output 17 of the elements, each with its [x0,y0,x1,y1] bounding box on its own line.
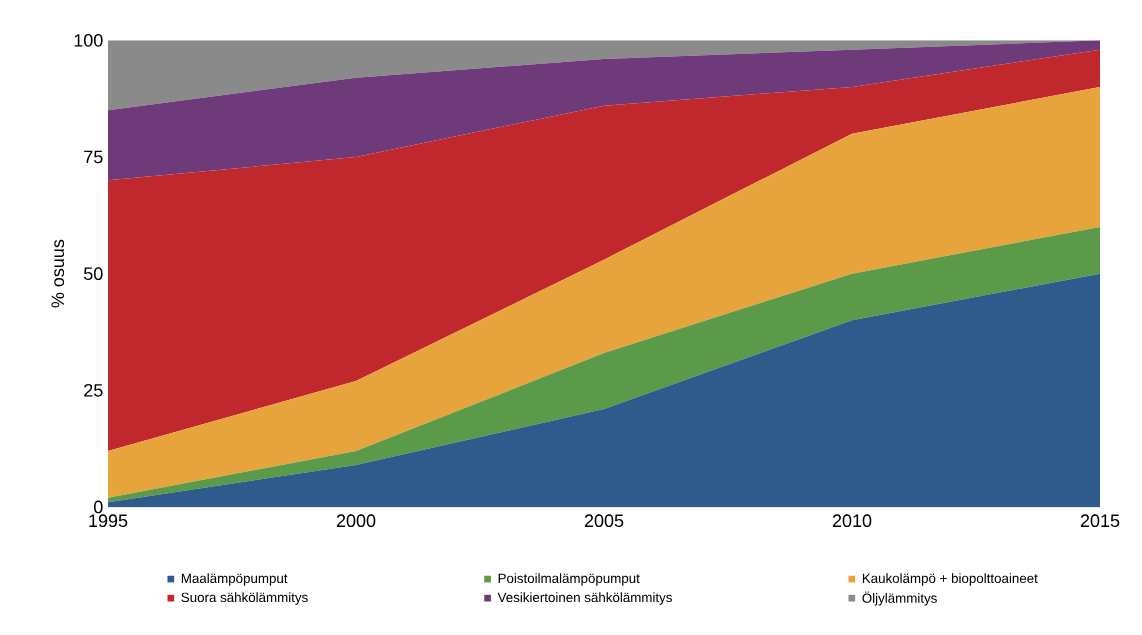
legend-label: Suora sähkölämmitys [181,592,308,605]
y-tick-label: 50 [83,267,103,281]
y-tick-label: 25 [84,383,103,397]
x-tick-label: 2015 [1080,514,1120,528]
legend-label: Öljylämmitys [862,591,937,606]
x-tick-label: 2000 [336,514,376,528]
legend-label: Poistoilmalämpöpumput [498,573,640,586]
legend-label: Maalämpöpumput [181,573,288,586]
y-tick-label: 0 [94,500,103,514]
x-tick-label: 1995 [89,514,128,528]
x-tick-label: 2010 [832,514,872,528]
y-axis-title: % osuus [51,239,65,308]
legend-label: Kaukolämpö + biopolttoaineet [862,573,1038,586]
y-tick-label: 100 [74,33,103,47]
x-tick-label: 2005 [584,514,624,528]
y-tick-label: 75 [84,150,103,164]
legend-label: Vesikiertoinen sähkölämmitys [497,592,672,605]
